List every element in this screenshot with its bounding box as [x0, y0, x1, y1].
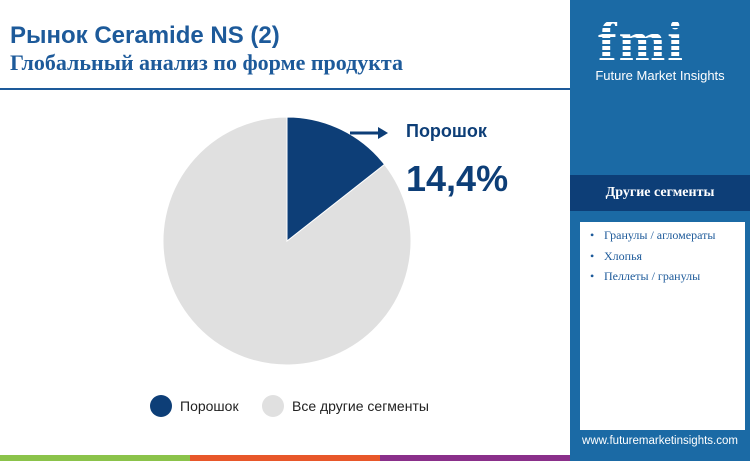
callout-arrow-head	[378, 127, 388, 139]
highlight-value: 14,4%	[406, 158, 509, 199]
legend-label: Все другие сегменты	[292, 398, 429, 414]
legend-item-other: Все другие сегменты	[262, 395, 429, 417]
segment-item: Хлопья	[588, 247, 741, 266]
pie-chart	[162, 116, 412, 366]
website-link[interactable]: www.futuremarketinsights.com	[582, 435, 738, 447]
stripe-orange	[190, 455, 380, 461]
stripe-purple	[380, 455, 570, 461]
legend-swatch	[262, 395, 284, 417]
segment-item: Пеллеты / гранулы	[588, 267, 741, 286]
segment-item: Гранулы / агломераты	[588, 226, 741, 245]
title-brand: Ceramide NS (2)	[94, 22, 280, 49]
pie-slice-0	[286, 116, 386, 243]
other-segments-heading: Другие сегменты	[570, 175, 750, 211]
brand-name: Future Market Insights	[595, 68, 725, 83]
divider	[0, 88, 570, 90]
legend-label: Порошок	[180, 398, 239, 414]
stripe-green	[0, 455, 190, 461]
title: Рынок Ceramide NS (2)	[10, 22, 280, 50]
legend-swatch	[150, 395, 172, 417]
subtitle: Глобальный анализ по форме продукта	[10, 50, 403, 75]
legend-item-powder: Порошок	[150, 395, 239, 417]
other-segments-list: Гранулы / агломераты Хлопья Пеллеты / гр…	[580, 222, 745, 430]
side-panel: fmi Future Market Insights Другие сегмен…	[570, 0, 750, 461]
fmi-logo: fmi	[598, 11, 685, 73]
highlight-label: Порошок	[406, 121, 487, 141]
title-prefix: Рынок	[10, 22, 95, 49]
